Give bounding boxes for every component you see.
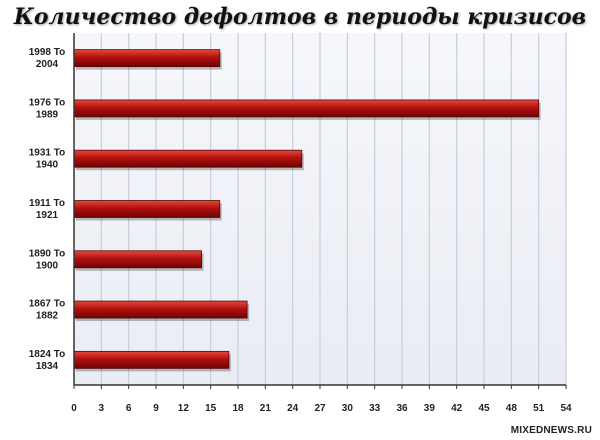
x-tick-label: 27 xyxy=(314,403,326,414)
bar xyxy=(73,200,221,218)
x-tick-label: 6 xyxy=(126,403,132,414)
y-category-label: 1890 To 1900 xyxy=(29,248,66,271)
x-tick-label: 18 xyxy=(232,403,244,414)
bars-group xyxy=(73,49,541,372)
x-tick-label: 54 xyxy=(560,403,572,414)
x-tick-label: 12 xyxy=(178,403,190,414)
y-category-label: 1824 To 1834 xyxy=(29,349,66,372)
x-tick-label: 21 xyxy=(260,403,272,414)
x-tick-label: 9 xyxy=(153,403,159,414)
y-category-label: 1911 To 1921 xyxy=(29,198,65,221)
y-category-label: 1976 To 1989 xyxy=(29,97,66,120)
bar xyxy=(73,99,540,118)
x-tick-label: 51 xyxy=(533,403,545,414)
y-category-label: 1931 To 1940 xyxy=(29,148,66,171)
grid-lines xyxy=(100,33,567,385)
x-tick-label: 3 xyxy=(99,403,105,414)
x-tick-label: 33 xyxy=(369,403,381,414)
x-tick-label: 48 xyxy=(506,403,518,414)
watermark: MIXEDNEWS.RU xyxy=(510,425,592,436)
bar xyxy=(73,49,221,68)
x-tick-label: 39 xyxy=(424,403,436,414)
y-category-label: 1998 To 2004 xyxy=(29,47,66,70)
x-axis-ticks: 0 3 6 9 12 15 18 21 24 27 30 33 36 39 42 45 48 51 54 xyxy=(71,385,572,414)
bar xyxy=(73,350,230,369)
x-tick-label: 30 xyxy=(342,403,354,414)
bar xyxy=(73,300,248,319)
x-tick-label: 36 xyxy=(396,403,408,414)
bar xyxy=(73,250,202,269)
x-tick-label: 42 xyxy=(451,403,463,414)
x-tick-label: 15 xyxy=(205,403,217,414)
chart-title: Количество дефолтов в периоды кризисов xyxy=(13,4,587,30)
bar xyxy=(73,149,303,168)
y-category-label: 1867 To 1882 xyxy=(29,299,66,322)
x-tick-label: 45 xyxy=(478,403,490,414)
x-tick-label: 0 xyxy=(71,403,77,414)
x-tick-label: 24 xyxy=(287,403,299,414)
y-axis-labels: 1998 To 2004 1976 To 1989 1931 To 1940 1911 To… xyxy=(29,47,66,372)
